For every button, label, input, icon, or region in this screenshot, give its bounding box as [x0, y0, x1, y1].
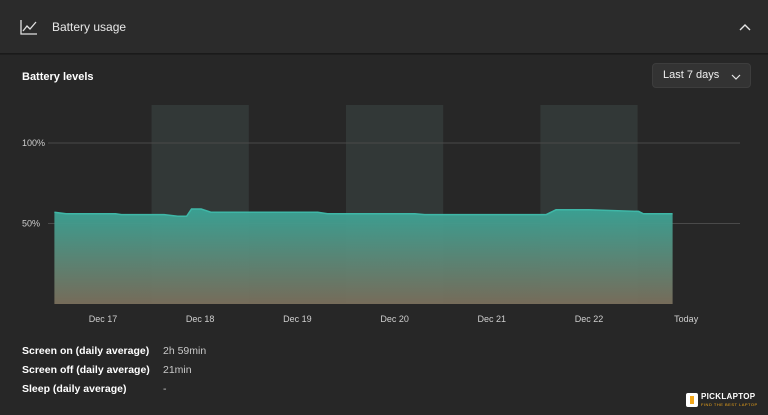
chevron-down-icon [731, 74, 741, 80]
y-tick-label: 50% [22, 219, 40, 229]
watermark-name: PICKLAPTOP [701, 392, 756, 401]
battery-area [54, 209, 673, 304]
battery-levels-chart: 100% 50% Dec 17 Dec 18 Dec 19 Dec 20 Dec 21 De… [22, 105, 740, 324]
watermark-tagline: FIND THE BEST LAPTOP [701, 402, 758, 407]
x-tick-label: Dec 20 [380, 314, 409, 324]
battery-usage-header[interactable]: Battery usage [0, 0, 768, 54]
stat-label: Screen off (daily average) [22, 364, 150, 376]
stat-screen-off: Screen off (daily average) 21min [22, 364, 322, 380]
battery-line [54, 208, 673, 218]
stat-label: Screen on (daily average) [22, 345, 150, 357]
stat-value: - [163, 383, 167, 395]
picklaptop-watermark: PICKLAPTOP FIND THE BEST LAPTOP [686, 391, 764, 411]
stat-value: 21min [163, 364, 192, 376]
stat-screen-on: Screen on (daily average) 2h 59min [22, 345, 322, 361]
y-tick-label: 100% [22, 138, 45, 148]
stat-sleep: Sleep (daily average) - [22, 383, 322, 399]
section-header-title: Battery usage [52, 20, 127, 34]
x-tick-label: Dec 17 [89, 314, 118, 324]
picklaptop-logo-icon [686, 393, 698, 407]
x-tick-label: Dec 19 [283, 314, 312, 324]
chevron-up-icon[interactable] [738, 21, 752, 33]
stat-value: 2h 59min [163, 345, 207, 357]
line-chart-icon [20, 20, 37, 35]
x-tick-label: Dec 18 [186, 314, 215, 324]
stat-label: Sleep (daily average) [22, 383, 127, 395]
battery-levels-title: Battery levels [22, 71, 94, 83]
time-range-dropdown[interactable]: Last 7 days [652, 63, 751, 88]
time-range-label: Last 7 days [663, 69, 720, 81]
x-tick-label: Dec 22 [575, 314, 604, 324]
x-tick-label: Today [674, 314, 699, 324]
x-tick-label: Dec 21 [478, 314, 507, 324]
